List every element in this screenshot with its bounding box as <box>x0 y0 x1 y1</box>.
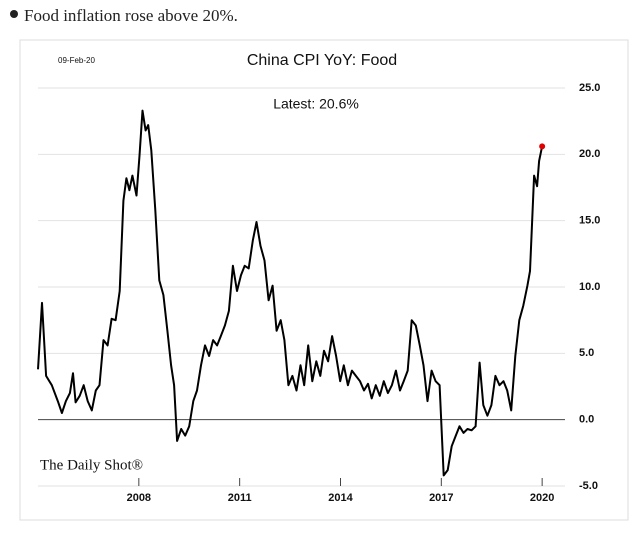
y-tick-label: 15.0 <box>579 215 600 227</box>
y-tick-label: 10.0 <box>579 281 600 293</box>
y-tick-label: 0.0 <box>579 414 594 426</box>
heading: Food inflation rose above 20%. <box>10 6 238 26</box>
bullet <box>10 10 18 19</box>
y-tick-label: 20.0 <box>579 148 600 160</box>
watermark: The Daily Shot® <box>40 457 143 473</box>
latest-point <box>539 143 546 150</box>
series-line <box>37 109 544 477</box>
x-tick-label: 2014 <box>328 492 353 504</box>
annotation: Latest: 20.6% <box>273 96 359 112</box>
chart-title: China CPI YoY: Food <box>247 52 397 69</box>
x-tick-label: 2017 <box>429 492 453 504</box>
date-label: 09-Feb-20 <box>58 56 95 65</box>
y-tick-label: -5.0 <box>579 480 598 492</box>
y-tick-label: 25.0 <box>579 82 600 94</box>
x-tick-label: 2008 <box>127 492 151 504</box>
chart-frame <box>19 39 629 521</box>
x-tick-label: 2020 <box>530 492 554 504</box>
x-tick-label: 2011 <box>228 492 252 504</box>
heading-text: Food inflation rose above 20%. <box>24 6 238 25</box>
y-tick-label: 5.0 <box>579 347 594 359</box>
